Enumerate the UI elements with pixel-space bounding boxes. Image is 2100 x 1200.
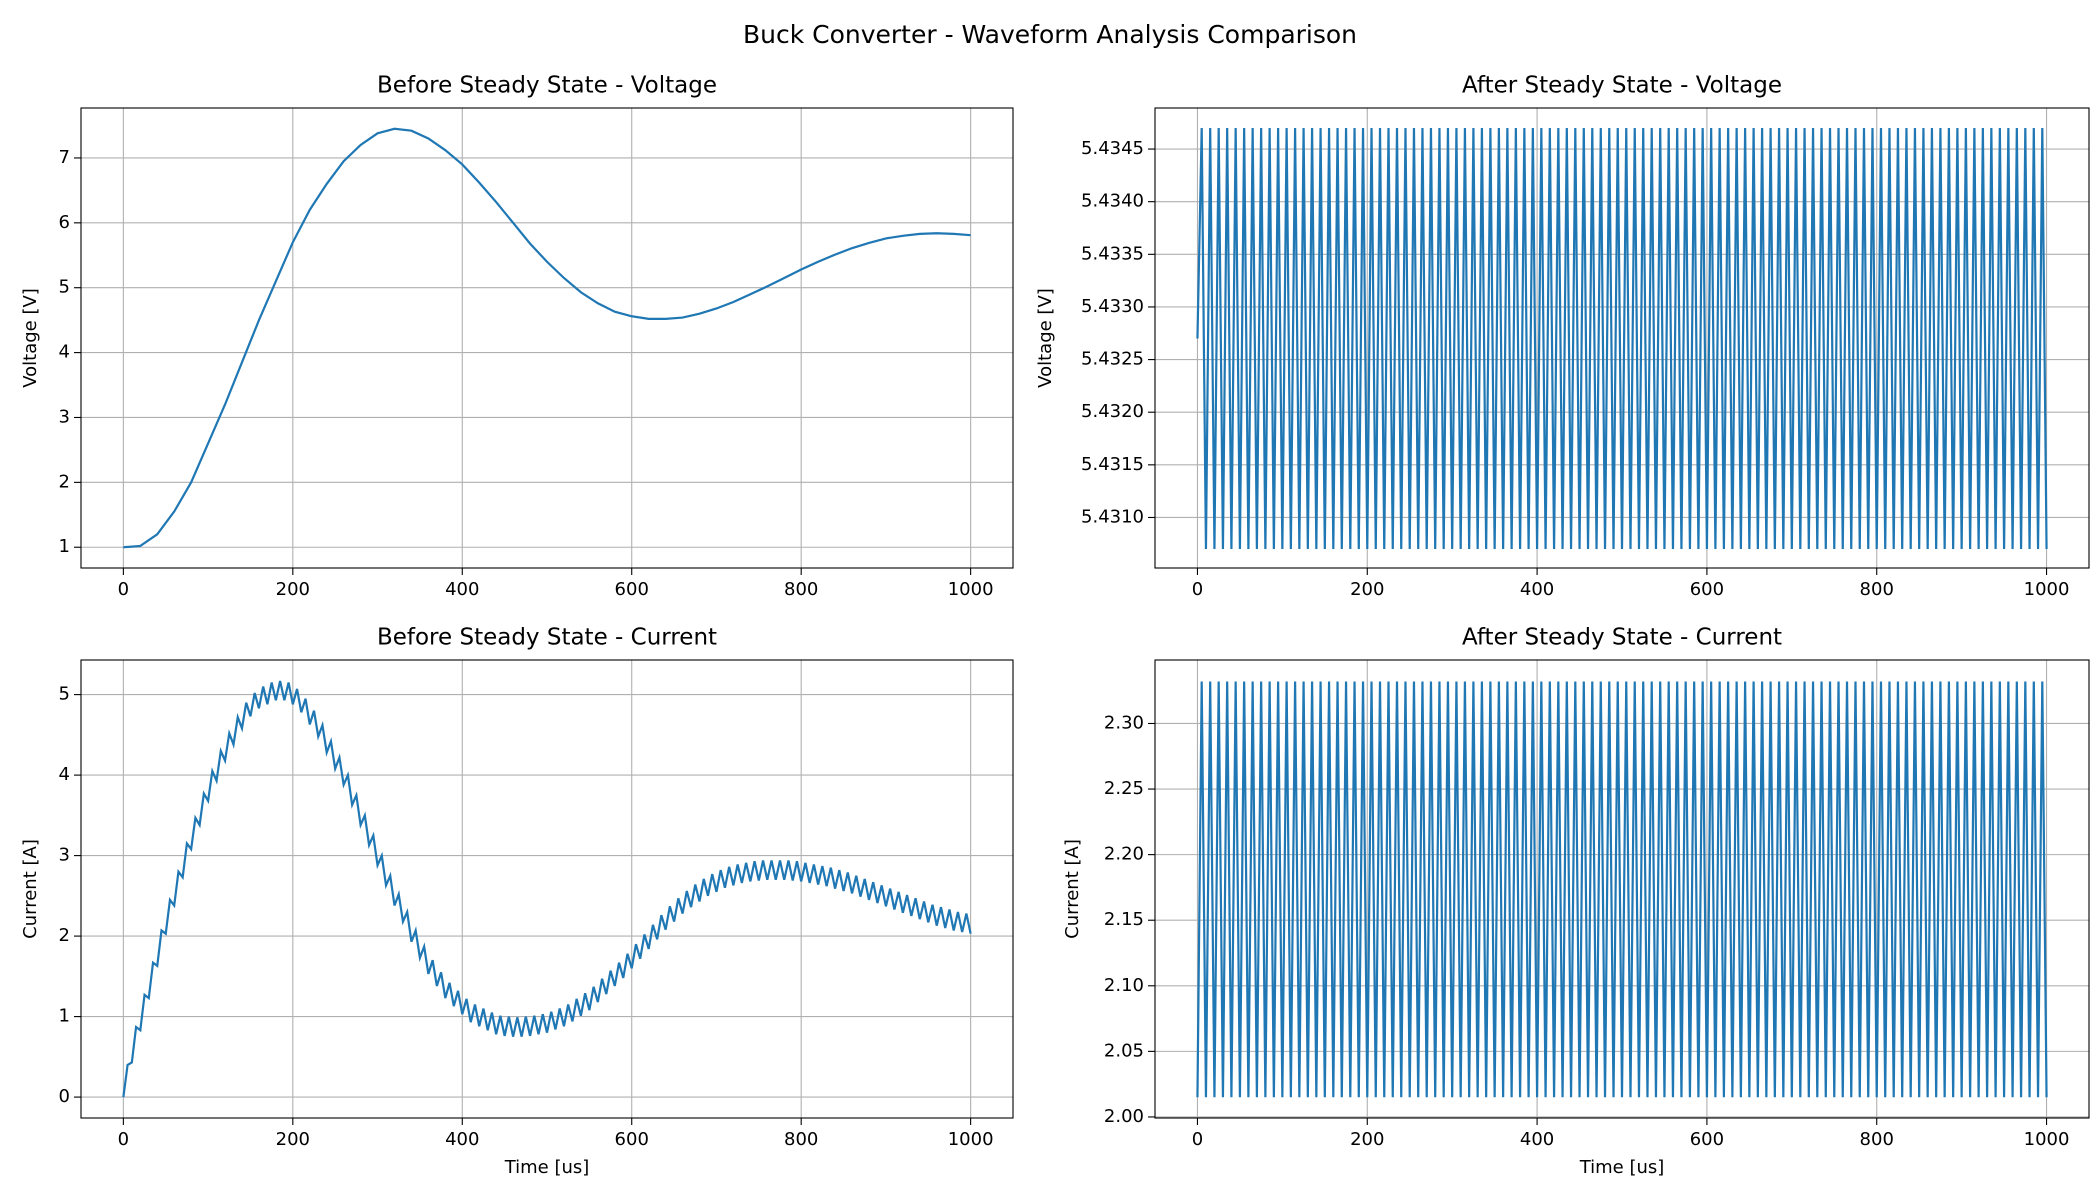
y-tick-label: 2.30 <box>1104 712 1144 733</box>
y-tick-label: 3 <box>59 406 70 427</box>
y-tick-label: 7 <box>59 147 70 168</box>
subplot-title: After Steady State - Current <box>1462 625 1782 651</box>
y-tick-label: 5 <box>59 684 70 705</box>
y-tick-label: 0 <box>59 1086 70 1107</box>
y-tick-label: 1 <box>59 1006 70 1027</box>
plot-frame <box>1154 659 2090 1119</box>
x-tick-label: 0 <box>118 579 129 600</box>
y-tick-label: 2.25 <box>1104 778 1144 799</box>
y-tick-label: 5.4335 <box>1081 243 1144 264</box>
y-tick-label: 4 <box>59 342 70 363</box>
subplot-title: Before Steady State - Voltage <box>377 73 717 99</box>
y-tick-label: 5.4315 <box>1081 454 1144 475</box>
y-axis-label: Current [A] <box>20 839 41 939</box>
y-tick-label: 2.15 <box>1104 909 1144 930</box>
y-tick-label: 2 <box>59 471 70 492</box>
x-axis-label: Time [us] <box>1579 1157 1665 1178</box>
data-line <box>1196 127 2048 550</box>
x-tick-label: 0 <box>118 1129 129 1150</box>
x-tick-label: 400 <box>445 579 479 600</box>
y-tick-label: 1 <box>59 536 70 557</box>
y-tick-label: 2.05 <box>1104 1040 1144 1061</box>
x-tick-label: 400 <box>1520 579 1554 600</box>
x-tick-label: 400 <box>1520 1129 1554 1150</box>
x-tick-label: 1000 <box>2024 579 2070 600</box>
y-tick-label: 2.00 <box>1104 1106 1144 1127</box>
x-tick-label: 400 <box>445 1129 479 1150</box>
x-tick-label: 1000 <box>948 1129 994 1150</box>
x-tick-label: 800 <box>1860 1129 1894 1150</box>
y-tick-label: 5.4340 <box>1081 191 1144 212</box>
x-tick-label: 800 <box>784 579 818 600</box>
y-axis-label: Voltage [V] <box>1035 288 1056 388</box>
x-tick-label: 200 <box>1350 1129 1384 1150</box>
y-axis-label: Current [A] <box>1062 839 1083 939</box>
y-tick-label: 5.4310 <box>1081 506 1144 527</box>
y-tick-label: 2.10 <box>1104 975 1144 996</box>
x-tick-label: 1000 <box>948 579 994 600</box>
x-axis-label: Time [us] <box>504 1157 590 1178</box>
y-axis-label: Voltage [V] <box>20 288 41 388</box>
y-tick-label: 4 <box>59 764 70 785</box>
y-tick-label: 5.4330 <box>1081 296 1144 317</box>
plot-frame <box>80 107 1014 569</box>
plot-frame <box>1154 107 2090 569</box>
y-tick-label: 5.4320 <box>1081 401 1144 422</box>
x-tick-label: 800 <box>784 1129 818 1150</box>
y-tick-label: 2.20 <box>1104 844 1144 865</box>
x-tick-label: 600 <box>615 579 649 600</box>
x-tick-label: 200 <box>276 1129 310 1150</box>
y-tick-label: 5 <box>59 277 70 298</box>
y-tick-label: 5.4325 <box>1081 349 1144 370</box>
subplot-title: Before Steady State - Current <box>377 625 717 651</box>
x-tick-label: 0 <box>1192 579 1203 600</box>
figure-title: Buck Converter - Waveform Analysis Compa… <box>743 20 1357 49</box>
data-line <box>1196 681 2048 1098</box>
x-tick-label: 200 <box>1350 579 1384 600</box>
subplot-title: After Steady State - Voltage <box>1462 73 1782 99</box>
plot-frame <box>80 659 1014 1119</box>
x-tick-label: 600 <box>1690 579 1724 600</box>
y-tick-label: 3 <box>59 845 70 866</box>
x-tick-label: 200 <box>276 579 310 600</box>
y-tick-label: 5.4345 <box>1081 138 1144 159</box>
data-line <box>122 680 972 1098</box>
y-tick-label: 6 <box>59 212 70 233</box>
x-tick-label: 0 <box>1192 1129 1203 1150</box>
x-tick-label: 1000 <box>2024 1129 2070 1150</box>
x-tick-label: 800 <box>1860 579 1894 600</box>
y-tick-label: 2 <box>59 925 70 946</box>
x-tick-label: 600 <box>615 1129 649 1150</box>
x-tick-label: 600 <box>1690 1129 1724 1150</box>
data-line <box>123 127 971 549</box>
